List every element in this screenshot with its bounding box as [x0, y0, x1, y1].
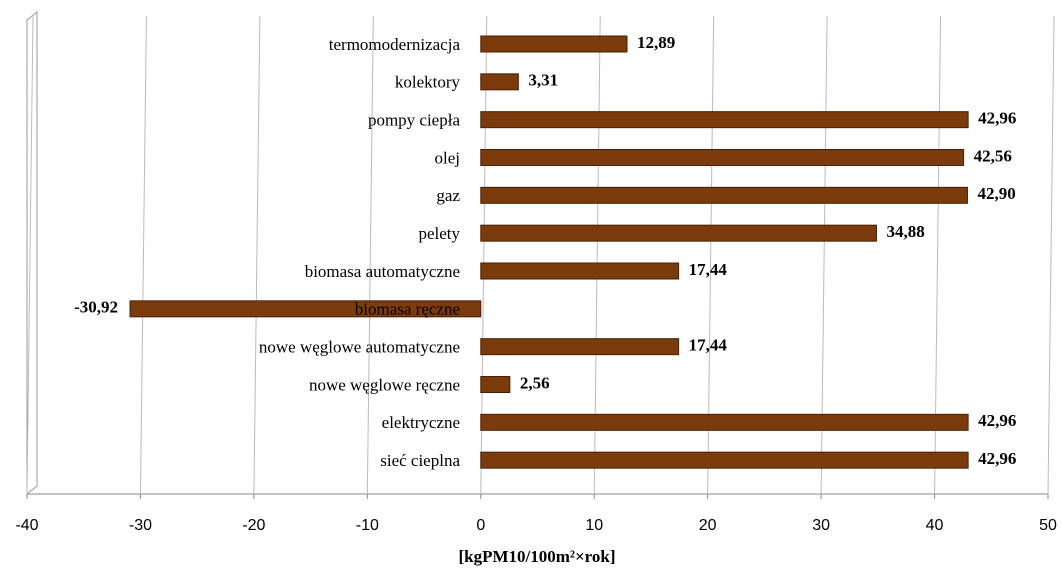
y-tick-label: biomasa automatyczne — [305, 262, 460, 281]
x-tick-label: -40 — [15, 517, 38, 534]
bar — [129, 300, 482, 318]
data-label: 17,44 — [689, 260, 728, 279]
y-tick-label: nowe węglowe ręczne — [309, 375, 460, 394]
grid-line — [253, 15, 261, 495]
x-tick-label: 40 — [926, 517, 944, 534]
bar — [480, 186, 968, 204]
data-label: 17,44 — [689, 336, 728, 355]
data-label: 42,90 — [977, 184, 1015, 203]
data-label: 3,31 — [528, 71, 558, 90]
data-label: 34,88 — [886, 222, 924, 241]
x-tick-label: 10 — [585, 517, 603, 534]
data-label: -30,92 — [74, 298, 118, 317]
bar — [480, 262, 680, 280]
grid-line — [366, 15, 374, 495]
x-axis-title: [kgPM10/100m²×rok] — [458, 547, 615, 566]
y-tick-label: nowe węglowe automatyczne — [259, 338, 460, 357]
bar — [480, 413, 969, 431]
bar — [480, 376, 511, 393]
data-label: 42,96 — [978, 109, 1016, 128]
y-tick-label: sieć cieplna — [380, 451, 460, 470]
x-tick-label: 50 — [1039, 517, 1057, 534]
bar — [480, 111, 969, 129]
data-label: 42,96 — [978, 449, 1016, 468]
y-tick-label: elektryczne — [382, 413, 460, 432]
x-tick-label: 0 — [476, 517, 485, 534]
x-tick-label: -10 — [356, 517, 379, 534]
bar — [480, 149, 965, 166]
y-tick-label: kolektory — [395, 73, 461, 92]
x-tick-label: 20 — [699, 517, 717, 534]
bar — [480, 451, 969, 469]
data-label: 42,56 — [974, 146, 1012, 165]
y-tick-label: olej — [435, 148, 461, 167]
y-tick-label: termomodernizacja — [329, 35, 461, 54]
bar — [480, 224, 877, 242]
data-label: 12,89 — [637, 33, 675, 52]
y-tick-label: pelety — [418, 224, 460, 243]
y-tick-label: pompy ciepła — [368, 111, 461, 130]
x-tick-label: 30 — [812, 517, 830, 534]
bar — [480, 73, 519, 91]
bar — [480, 338, 680, 356]
x-tick-label: -30 — [129, 517, 152, 534]
data-label: 42,96 — [978, 411, 1016, 430]
grid-line — [26, 15, 34, 495]
chart-wall — [26, 10, 38, 496]
bar — [480, 35, 628, 53]
y-tick-label: gaz — [436, 186, 460, 205]
y-tick-label: biomasa ręczne — [355, 300, 460, 319]
grid-line — [139, 15, 147, 495]
x-tick-label: -20 — [242, 517, 265, 534]
grid-line — [1047, 15, 1055, 495]
data-label: 2,56 — [520, 373, 550, 392]
